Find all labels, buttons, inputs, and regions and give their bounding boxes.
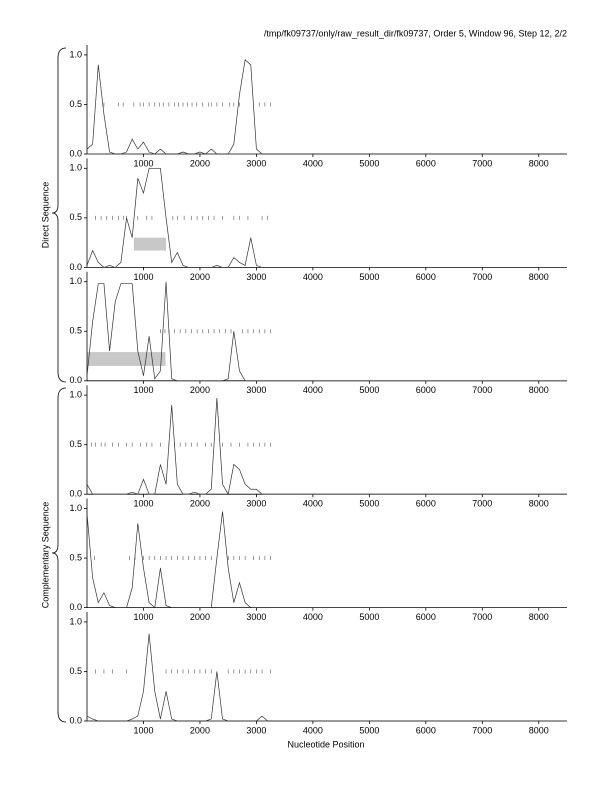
x-tick-label: 6000 [416,272,436,282]
score-line [86,633,567,722]
x-tick-label: 1000 [133,272,153,282]
group-label: Direct Sequence [40,182,50,249]
x-tick-label: 2000 [190,272,210,282]
x-tick-label: 1000 [133,612,153,622]
score-line [86,59,567,155]
x-tick-label: 4000 [303,612,323,622]
group-brace [51,47,67,383]
group-brace [51,387,67,723]
x-tick-label: 8000 [529,499,549,509]
x-tick-label: 4000 [303,272,323,282]
x-tick-label: 5000 [359,158,379,168]
group-label: Complementary Sequence [40,502,50,609]
x-tick-label: 5000 [359,385,379,395]
y-tick-label: 0.0 [69,148,82,158]
x-tick-label: 1000 [133,725,153,735]
x-tick-label: 7000 [472,612,492,622]
x-tick-label: 2000 [190,158,210,168]
x-tick-label: 5000 [359,499,379,509]
y-tick-label: 1.0 [69,503,82,513]
x-tick-label: 7000 [472,385,492,395]
y-tick-label: 0.0 [69,602,82,612]
x-tick-label: 4000 [303,158,323,168]
x-tick-label: 1000 [133,385,153,395]
x-tick-label: 8000 [529,612,549,622]
y-tick-label: 1.0 [69,49,82,59]
y-tick-label: 0.5 [69,99,82,109]
x-tick-label: 4000 [303,385,323,395]
x-tick-label: 7000 [472,499,492,509]
score-line [86,398,567,496]
x-tick-label: 2000 [190,385,210,395]
x-tick-label: 6000 [416,725,436,735]
x-tick-label: 8000 [529,158,549,168]
x-tick-label: 4000 [303,499,323,509]
x-tick-label: 5000 [359,725,379,735]
y-tick-label: 0.5 [69,439,82,449]
y-tick-label: 1.0 [69,163,82,173]
y-tick-label: 0.5 [69,326,82,336]
x-tick-label: 3000 [246,499,266,509]
x-tick-label: 2000 [190,725,210,735]
x-tick-label: 8000 [529,272,549,282]
x-tick-label: 1000 [133,158,153,168]
y-tick-label: 1.0 [69,389,82,399]
x-tick-label: 2000 [190,612,210,622]
x-tick-label: 2000 [190,499,210,509]
y-tick-label: 1.0 [69,276,82,286]
score-line [86,167,567,268]
x-tick-label: 6000 [416,385,436,395]
y-tick-label: 0.5 [69,552,82,562]
y-tick-label: 0.5 [69,666,82,676]
x-tick-label: 5000 [359,272,379,282]
x-tick-label: 7000 [472,272,492,282]
x-axis-label: Nucleotide Position [287,739,364,749]
x-tick-label: 5000 [359,612,379,622]
figure-title: /tmp/fk09737/only/raw_result_dir/fk09737… [264,28,567,38]
x-tick-label: 4000 [303,725,323,735]
y-tick-label: 0.0 [69,262,82,272]
x-tick-label: 3000 [246,158,266,168]
x-tick-label: 7000 [472,725,492,735]
x-tick-label: 3000 [246,272,266,282]
x-tick-label: 7000 [472,158,492,168]
x-tick-label: 3000 [246,725,266,735]
gene-region [133,237,167,251]
y-tick-label: 0.0 [69,375,82,385]
y-tick-label: 0.5 [69,212,82,222]
score-line [86,511,567,609]
x-tick-label: 3000 [246,385,266,395]
y-tick-label: 0.0 [69,715,82,725]
score-line [86,281,567,382]
gene-region [87,352,166,366]
y-tick-label: 1.0 [69,616,82,626]
x-tick-label: 3000 [246,612,266,622]
y-tick-label: 0.0 [69,489,82,499]
x-tick-label: 6000 [416,158,436,168]
x-tick-label: 1000 [133,499,153,509]
x-tick-label: 6000 [416,499,436,509]
x-tick-label: 8000 [529,385,549,395]
x-tick-label: 6000 [416,612,436,622]
x-tick-label: 8000 [529,725,549,735]
